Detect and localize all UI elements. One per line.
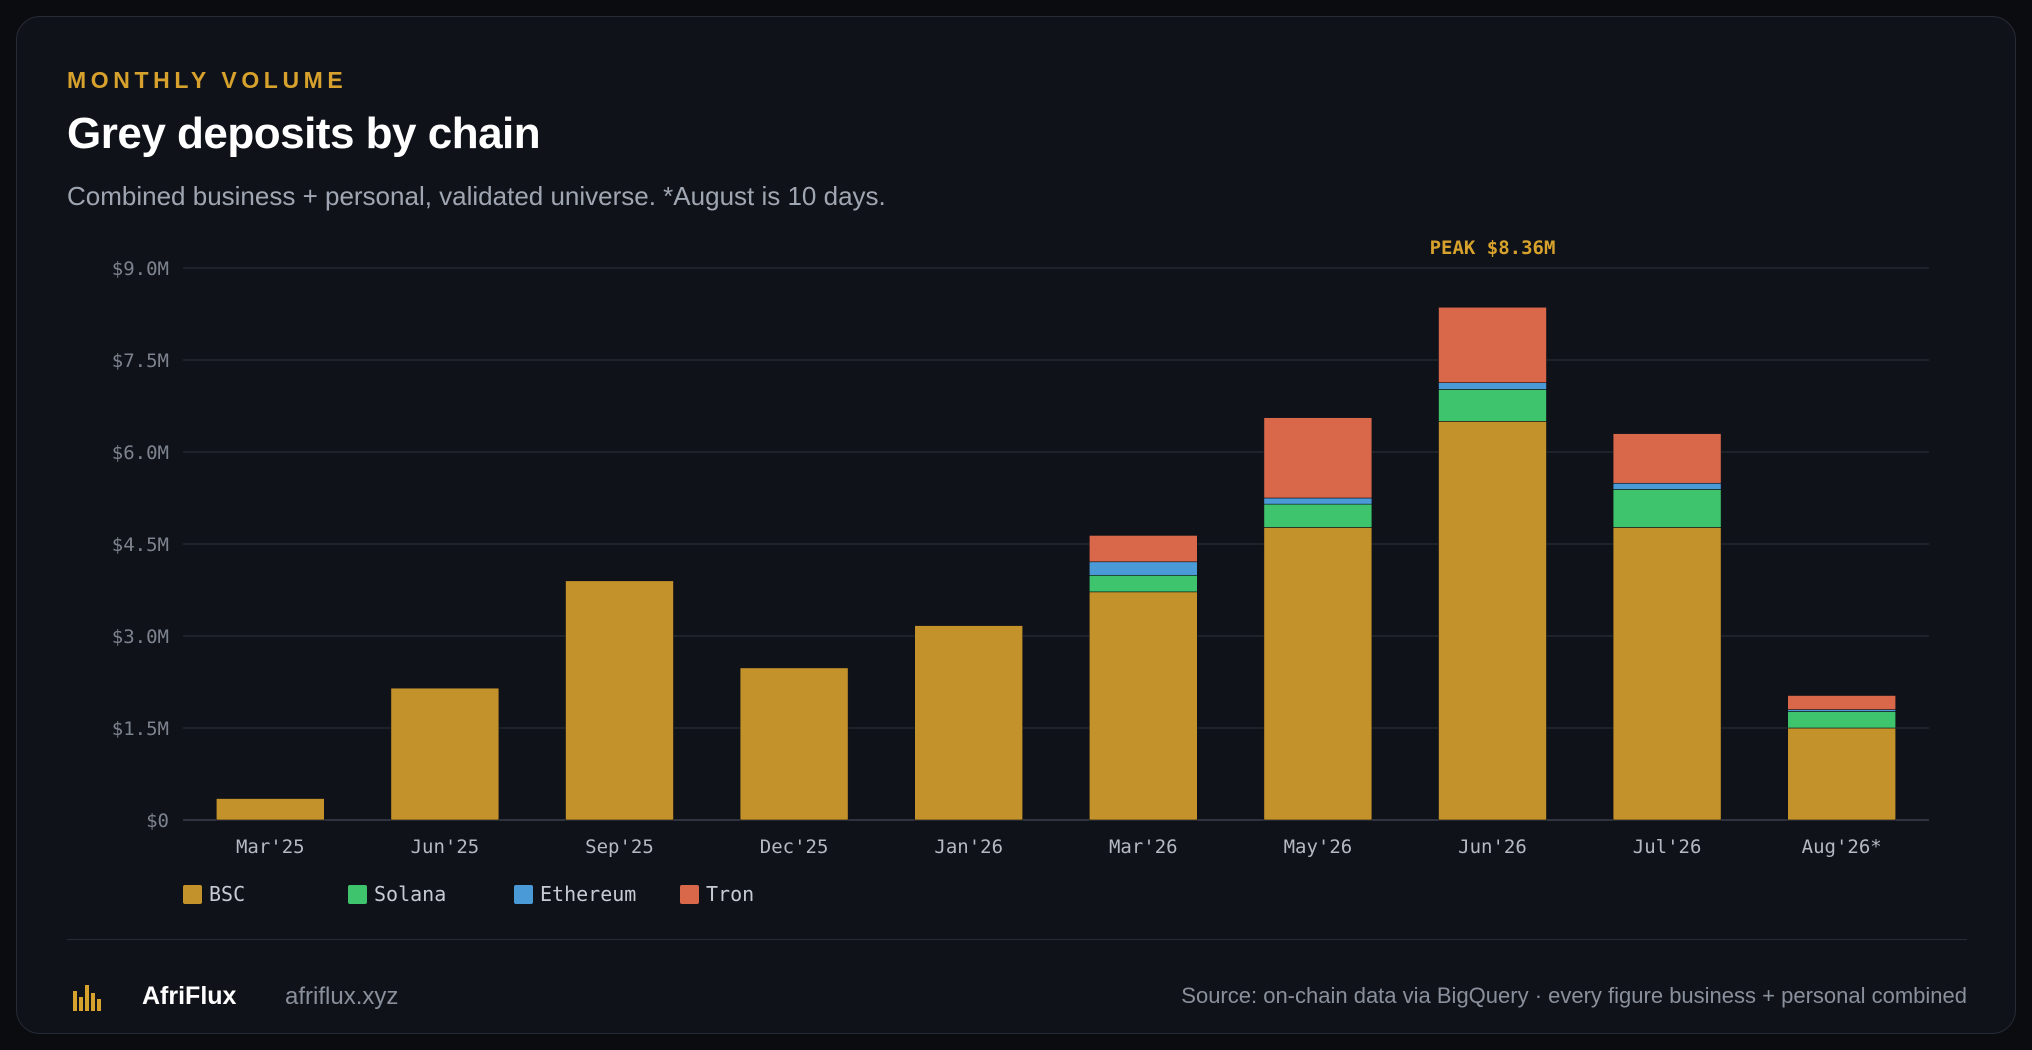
x-tick-label: Sep'25 [585,836,654,858]
bar-segment-tron [1089,535,1198,563]
y-tick-label: $6.0M [112,442,169,464]
x-tick-label: Dec'25 [760,836,829,858]
legend-label: BSC [209,882,246,906]
bar-segment-bsc [1263,527,1373,821]
bar-segment-bsc [1089,591,1198,821]
y-tick-label: $9.0M [112,258,169,280]
brand-name: AfriFlux [142,982,237,1010]
legend-swatch [183,884,202,904]
y-tick-label: $1.5M [112,718,169,740]
legend-label: Tron [706,882,755,906]
bar-segment-solana [1089,574,1198,593]
bar-segment-bsc [739,667,849,821]
bar-chart-logo-icon [73,985,101,1011]
x-tick-label: Mar'25 [236,836,305,858]
source-note: Source: on-chain data via BigQuery · eve… [1181,983,1967,1008]
peak-annotation: PEAK $8.36M [1430,237,1556,259]
footer: AfriFlux afriflux.xyz Source: on-chain d… [67,977,1967,1017]
y-tick-label: $4.5M [112,534,169,556]
bar-segment-bsc [216,798,325,821]
y-tick-label: $0 [146,810,169,832]
bar-segment-tron [1263,417,1373,499]
legend-item-ethereum: Ethereum [514,879,636,909]
bar-segment-bsc [565,580,674,821]
bar-segment-tron [1787,695,1896,710]
x-tick-label: Jul'26 [1633,836,1702,858]
footer-divider [67,939,1967,940]
x-tick-label: May'26 [1284,836,1353,858]
bar-segment-solana [1612,489,1722,528]
chart-card: MONTHLY VOLUME Grey deposits by chain Co… [16,16,2016,1034]
bar-segment-tron [1438,306,1547,383]
legend-item-solana: Solana [348,879,446,909]
bar-segment-bsc [914,625,1024,821]
x-tick-label: Jun'26 [1458,836,1527,858]
legend-label: Ethereum [540,882,637,906]
bar-segment-ethereum [1612,482,1722,490]
legend-label: Solana [374,882,447,906]
legend-item-bsc: BSC [183,879,245,909]
eyebrow-label: MONTHLY VOLUME [67,67,348,93]
x-tick-label: Jan'26 [934,836,1003,858]
legend-swatch [514,884,533,904]
bar-segment-bsc [1612,527,1722,821]
bar-segment-tron [1612,433,1722,484]
x-tick-label: Jun'25 [411,836,480,858]
bar-segment-ethereum [1263,497,1373,505]
bar-segment-bsc [1787,727,1896,821]
chart-subtitle: Combined business + personal, validated … [67,181,886,211]
chart-title: Grey deposits by chain [67,109,541,158]
legend-item-tron: Tron [680,879,754,909]
bar-segment-bsc [390,687,500,821]
x-tick-label: Mar'26 [1109,836,1178,858]
legend-swatch [680,884,699,904]
bar-segment-solana [1263,503,1373,528]
bar-segment-solana [1438,389,1547,422]
legend-swatch [348,884,367,904]
bar-chart: $0 $1.5M $3.0M $4.5M $6.0M $7.5M $9.0M Mar'25 Ju… [112,237,1929,858]
y-tick-label: $3.0M [112,626,169,648]
brand-url[interactable]: afriflux.xyz [285,983,399,1010]
bar-segment-ethereum [1438,382,1547,390]
bar-segment-ethereum [1089,561,1198,576]
bar-segment-solana [1787,711,1896,729]
bar-segment-bsc [1438,421,1547,821]
y-tick-label: $7.5M [112,350,169,372]
x-tick-label: Aug'26* [1802,836,1882,858]
